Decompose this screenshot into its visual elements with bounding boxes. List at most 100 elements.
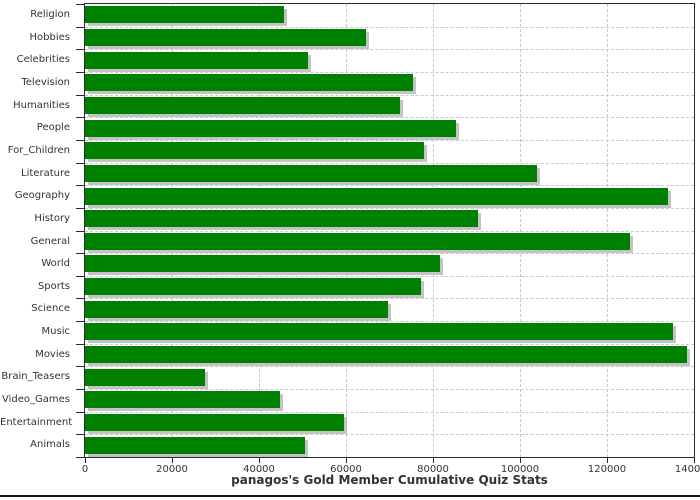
y-tick-mark (76, 49, 84, 51)
bar-humanities (85, 96, 400, 114)
x-tick-label: 40000 (243, 464, 275, 475)
bar-sports (85, 278, 422, 296)
y-tick-mark (76, 162, 84, 164)
x-tick-mark (85, 457, 86, 463)
bar-literature (85, 164, 537, 182)
category-label: Religion (30, 9, 70, 20)
category-gridline (85, 71, 694, 73)
y-tick-mark (76, 230, 84, 232)
category-label: For_Children (7, 144, 70, 156)
category-gridline (85, 26, 694, 28)
category-label: Celebrities (16, 54, 70, 66)
category-label: Video_Games (2, 394, 70, 406)
category-gridline (85, 230, 694, 232)
bar-entertainment (85, 414, 345, 432)
x-tick-mark (433, 457, 434, 463)
bar-for_children (85, 142, 424, 160)
category-label: Science (31, 303, 70, 315)
category-label: Humanities (13, 99, 70, 111)
y-tick-mark (76, 298, 84, 300)
bar-world (85, 255, 440, 273)
x-tick-label: 120000 (587, 464, 627, 475)
y-tick-mark (76, 389, 84, 391)
plot-area (84, 3, 695, 458)
category-label: Animals (30, 439, 70, 451)
category-gridline (85, 49, 694, 51)
y-tick-mark (76, 4, 84, 5)
y-axis: Religion Hobbies Celebrities Television Huma… (0, 4, 84, 458)
category-gridline (85, 275, 694, 277)
bar-celebrities (85, 51, 308, 69)
category-gridline (85, 389, 694, 391)
x-tick-mark (259, 457, 260, 463)
category-gridline (85, 162, 694, 164)
x-tick-label: 0 (81, 464, 89, 475)
category-label: History (34, 212, 70, 224)
y-tick-mark (76, 253, 84, 255)
category-gridline (85, 139, 694, 141)
x-tick-mark (694, 457, 695, 463)
category-label: World (41, 258, 70, 270)
category-label: Geography (14, 190, 70, 202)
category-label: Movies (35, 348, 70, 360)
category-label: Music (41, 326, 70, 338)
x-tick-mark (607, 457, 608, 463)
category-label: Sports (37, 280, 70, 292)
x-tick-mark (346, 457, 347, 463)
y-tick-mark (76, 71, 84, 73)
y-tick-mark (76, 26, 84, 28)
bar-geography (85, 187, 668, 205)
y-tick-mark (76, 321, 84, 323)
category-label: Hobbies (29, 31, 70, 43)
chart-title: panagos's Gold Member Cumulative Quiz St… (231, 473, 548, 487)
y-tick-mark (76, 411, 84, 413)
category-label: Brain_Teasers (1, 371, 70, 383)
bar-movies (85, 346, 687, 364)
y-tick-mark (76, 366, 84, 368)
bottom-divider (0, 495, 700, 497)
bar-history (85, 210, 479, 228)
x-tick-label: 20000 (156, 464, 188, 475)
category-gridline (85, 117, 694, 119)
y-tick-mark (76, 185, 84, 187)
category-label: General (30, 235, 70, 247)
category-gridline (85, 411, 694, 413)
x-tick-mark (520, 457, 521, 463)
bar-science (85, 300, 389, 318)
category-label: People (36, 122, 70, 134)
category-label: Entertainment (0, 416, 73, 428)
category-gridline (85, 207, 694, 209)
y-tick-mark (76, 343, 84, 345)
category-gridline (85, 298, 694, 300)
x-tick-label: 80000 (417, 464, 449, 475)
x-tick-label: 60000 (330, 464, 362, 475)
category-gridline (85, 343, 694, 345)
y-tick-mark (76, 94, 84, 96)
x-tick-mark (172, 457, 173, 463)
bar-brain_teasers (85, 368, 206, 386)
x-axis: 0 20000 40000 60000 80000 100000 120000 140000 (81, 457, 700, 477)
y-tick-mark (76, 275, 84, 277)
category-gridline (85, 253, 694, 255)
x-tick-label: 140000 (674, 464, 700, 475)
bar-music (85, 323, 673, 341)
y-tick-mark (76, 434, 84, 436)
bar-television (85, 74, 413, 92)
category-label: Literature (21, 167, 70, 179)
category-gridline (85, 321, 694, 323)
category-label: Television (21, 76, 70, 88)
category-gridline (85, 434, 694, 436)
y-tick-mark (76, 207, 84, 209)
y-tick-mark (76, 117, 84, 119)
y-tick-mark (76, 139, 84, 141)
bar-religion (85, 6, 285, 24)
y-tick-mark (76, 457, 84, 458)
x-tick-label: 100000 (500, 464, 540, 475)
bar-general (85, 232, 631, 250)
bar-people (85, 119, 457, 137)
category-gridline (85, 366, 694, 368)
bar-video_games (85, 391, 280, 409)
category-gridline (85, 94, 694, 96)
category-gridline (85, 185, 694, 187)
